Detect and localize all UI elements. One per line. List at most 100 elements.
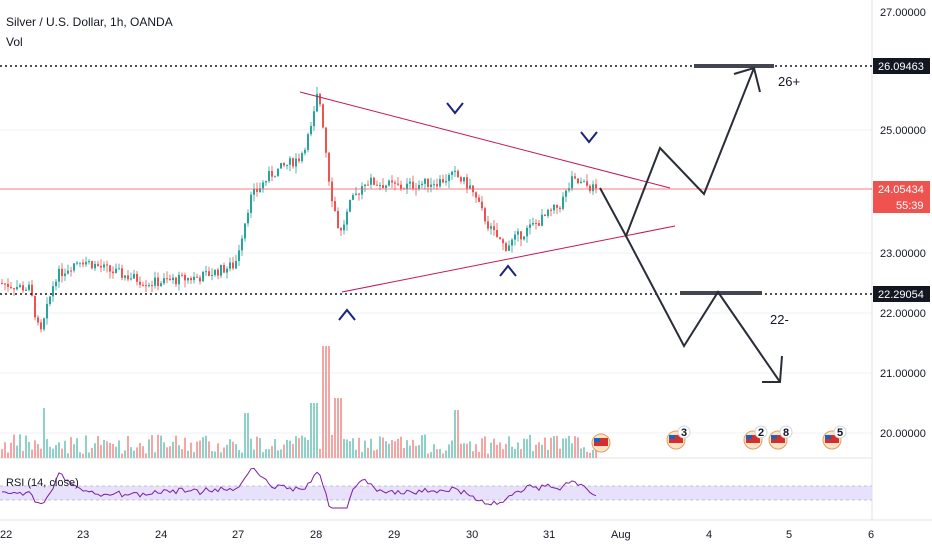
candle-body — [517, 231, 519, 235]
volume-bar — [262, 452, 264, 458]
candle-body — [544, 214, 546, 216]
candle-body — [355, 193, 357, 195]
volume-bar — [181, 449, 183, 458]
candle-body — [490, 226, 492, 229]
projection-down-arrowhead — [762, 355, 783, 383]
candle-body — [205, 271, 207, 273]
volume-bar — [451, 440, 453, 458]
volume-bar — [496, 444, 498, 458]
flag-stripe — [771, 435, 785, 443]
volume-bar — [118, 440, 120, 458]
candle-body — [475, 192, 477, 198]
volume-bar — [157, 434, 159, 458]
candle-body — [484, 208, 486, 222]
volume-bar — [331, 434, 333, 458]
volume-bar — [361, 452, 363, 458]
projection-path — [599, 66, 783, 383]
volume-bar — [184, 437, 186, 458]
time-axis[interactable]: 22 23 24 27 28 29 30 31 Aug 4 5 6 — [0, 529, 874, 541]
volume-bar — [583, 447, 585, 458]
candle-body — [7, 283, 9, 287]
candle-body — [148, 285, 150, 287]
grid — [0, 129, 872, 434]
volume-bar — [379, 436, 381, 458]
candle-body — [52, 286, 54, 297]
volume-bar — [127, 435, 129, 458]
volume-bar — [223, 447, 225, 458]
volume-bar — [250, 438, 252, 458]
candle-body — [40, 322, 42, 330]
volume-bar — [61, 448, 63, 458]
x-tick-label: 30 — [466, 529, 478, 541]
candle-body — [241, 238, 243, 251]
volume-bar — [370, 438, 372, 458]
candle-body — [160, 283, 162, 286]
candle-body — [340, 228, 342, 231]
volume-bar — [133, 450, 135, 458]
event-badge[interactable] — [591, 433, 611, 453]
projection-up-path — [599, 67, 755, 239]
volume-bar — [589, 452, 591, 458]
candle-body — [514, 234, 516, 240]
candle-body — [178, 274, 180, 285]
candle-body — [58, 268, 60, 282]
volume-bar — [52, 448, 54, 458]
volume-bar — [193, 452, 195, 458]
candle-body — [31, 284, 33, 296]
candle-body — [592, 184, 594, 192]
volume-bar — [160, 435, 162, 458]
flag-canton — [825, 435, 831, 439]
volume-bar — [241, 452, 243, 458]
event-count: 2 — [758, 427, 764, 439]
y-tick-label: 22.00000 — [880, 308, 926, 320]
event-badge[interactable]: 5 — [822, 425, 847, 450]
volume-bar — [535, 444, 537, 458]
candle-body — [553, 204, 555, 211]
volume-bar — [592, 449, 594, 458]
event-badge[interactable]: 8 — [768, 425, 793, 450]
volume-bar — [109, 442, 111, 458]
event-badge[interactable]: 2 — [743, 425, 768, 450]
volume-bar — [346, 439, 348, 458]
candle-body — [163, 278, 165, 284]
volume-bar — [559, 448, 561, 458]
volume-bar — [517, 442, 519, 458]
candle-body — [220, 265, 222, 276]
volume-bar — [388, 443, 390, 458]
x-tick-label: 6 — [868, 529, 874, 541]
candle-body — [442, 179, 444, 183]
volume-bar — [58, 442, 60, 458]
volume-bar — [199, 440, 201, 458]
candle-body — [94, 263, 96, 269]
volume-bar — [487, 453, 489, 458]
volume-bar — [208, 441, 210, 458]
rsi-band — [0, 486, 872, 500]
candle-body — [181, 274, 183, 276]
rsi-label: RSI (14, close) — [6, 477, 79, 489]
volume-bar — [265, 449, 267, 458]
candle-body — [295, 158, 297, 167]
event-count: 5 — [837, 427, 843, 439]
flag-stripe — [825, 435, 839, 443]
candle-body — [439, 179, 441, 187]
volume-bar — [190, 442, 192, 458]
candle-body — [529, 224, 531, 228]
volume-bar — [385, 441, 387, 458]
volume-bar — [367, 447, 369, 458]
candle-body — [4, 283, 6, 285]
event-badge[interactable]: 3 — [666, 425, 691, 450]
volume-bar — [322, 346, 324, 458]
candle-body — [559, 207, 561, 209]
candle-body — [202, 271, 204, 282]
candle-body — [19, 285, 21, 288]
candle-body — [262, 182, 264, 189]
candle-body — [421, 183, 423, 185]
volume-bar — [403, 448, 405, 458]
volume-bar — [268, 449, 270, 458]
candle-body — [25, 289, 27, 291]
candle-body — [184, 274, 186, 281]
candle-body — [70, 270, 72, 272]
price-axis[interactable]: 27.00000 25.00000 23.00000 22.00000 21.0… — [873, 7, 930, 440]
candle-body — [250, 194, 252, 213]
candle-body — [394, 182, 396, 184]
